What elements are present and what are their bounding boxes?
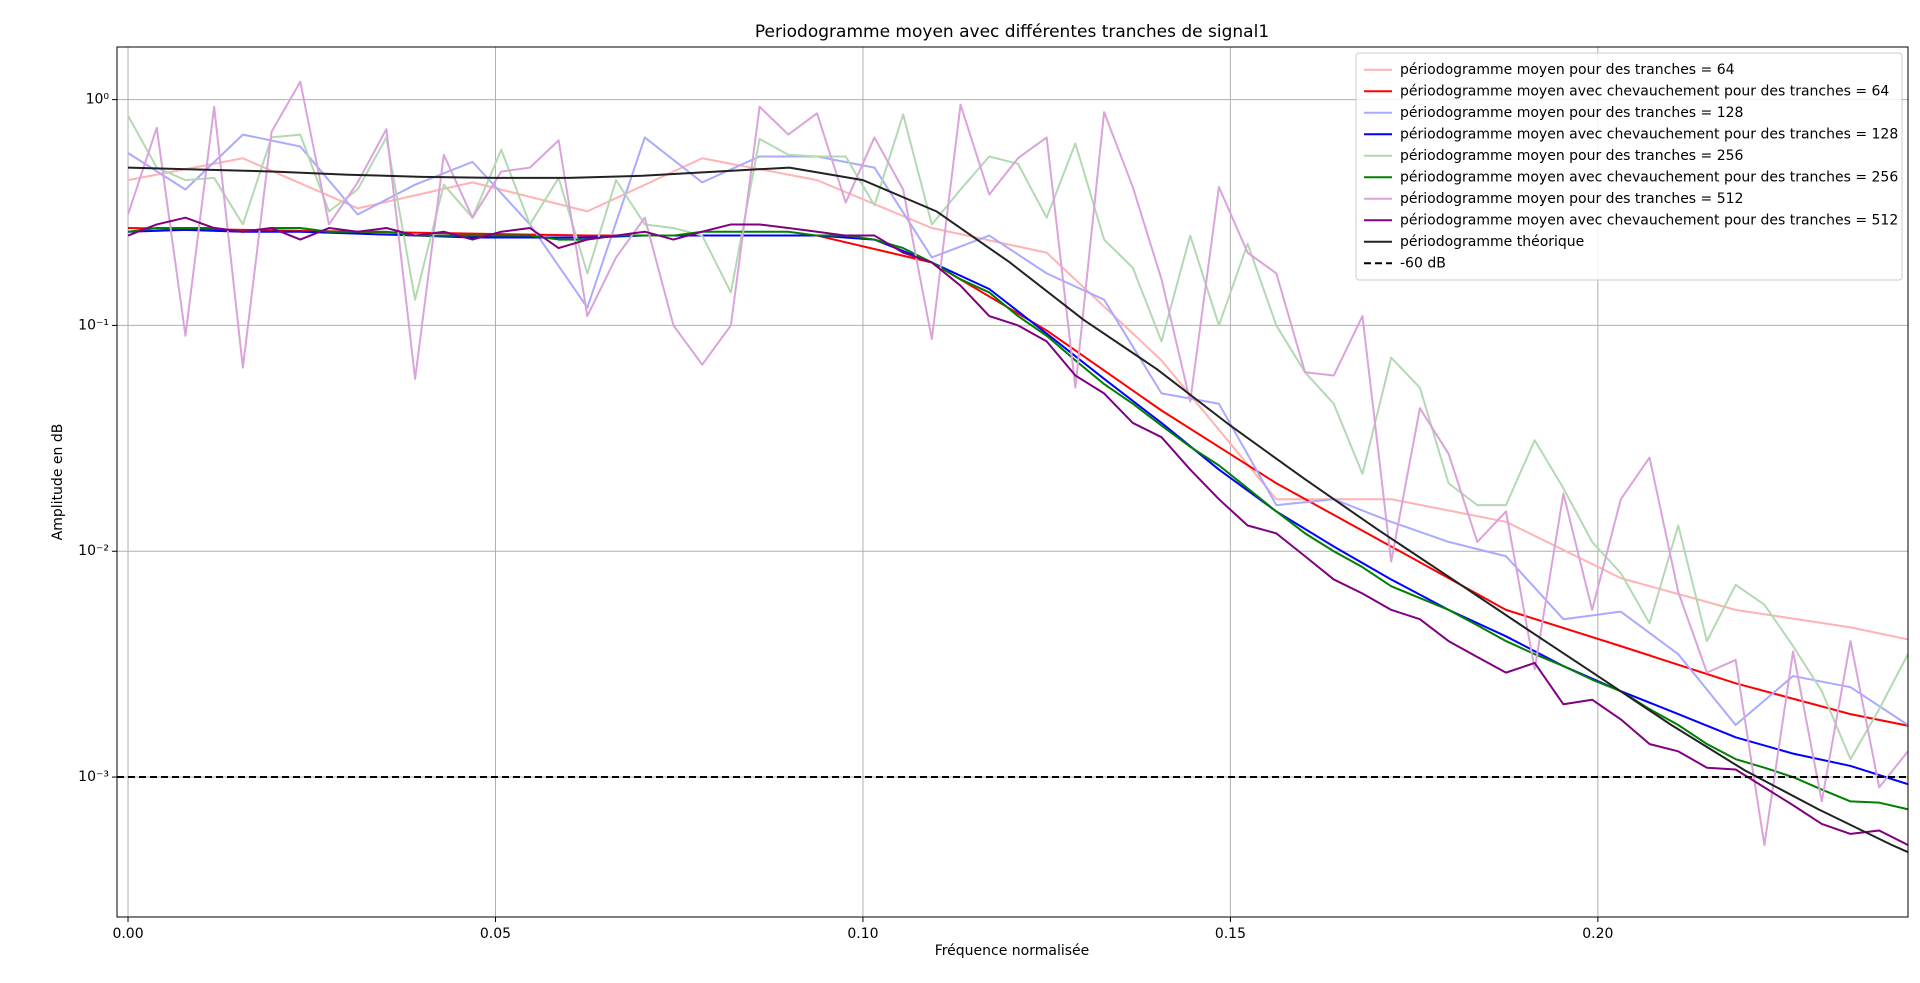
x-tick-label: 0.15 [1215, 926, 1246, 942]
series-line [127, 166, 1908, 854]
axes-frame [116, 46, 1909, 918]
legend-label: périodogramme moyen pour des tranches = … [1400, 105, 1743, 121]
legend-box [1355, 52, 1903, 281]
chart-title: Periodogramme moyen avec différentes tra… [755, 22, 1269, 42]
legend-label: périodogramme théorique [1400, 234, 1584, 250]
y-tick-label: 10⁻² [78, 543, 109, 559]
x-axis-label: Fréquence normalisée [935, 943, 1090, 959]
x-tick-label: 0.00 [112, 926, 143, 942]
x-tick-label: 0.20 [1582, 926, 1613, 942]
x-tick-label: 0.05 [480, 926, 511, 942]
y-tick-label: 10⁻¹ [78, 317, 109, 333]
series-line [127, 80, 1908, 847]
legend-label: périodogramme moyen avec chevauchement p… [1400, 212, 1898, 228]
series-line [127, 216, 1908, 847]
grid: 0.00 0.05 0.10 0.15 0.20 10⁰ 10⁻¹ 10⁻² 10⁻³ [78, 47, 1908, 942]
legend-label: périodogramme moyen avec chevauchement p… [1400, 169, 1898, 185]
legend-label: périodogramme moyen pour des tranches = … [1400, 62, 1735, 78]
legend: périodogramme moyen pour des tranches = … [1355, 52, 1903, 281]
legend-label: périodogramme moyen pour des tranches = … [1400, 191, 1743, 207]
y-axis-label: Amplitude en dB [50, 424, 66, 541]
x-tick-label: 0.10 [847, 926, 878, 942]
legend-label: périodogramme moyen avec chevauchement p… [1400, 83, 1889, 99]
plot-area [117, 80, 1908, 854]
legend-label: périodogramme moyen pour des tranches = … [1400, 148, 1744, 164]
y-tick-label: 10⁰ [86, 92, 110, 108]
legend-label: périodogramme moyen avec chevauchement p… [1400, 126, 1898, 142]
legend-label: -60 dB [1400, 255, 1446, 271]
y-tick-label: 10⁻³ [78, 769, 109, 785]
